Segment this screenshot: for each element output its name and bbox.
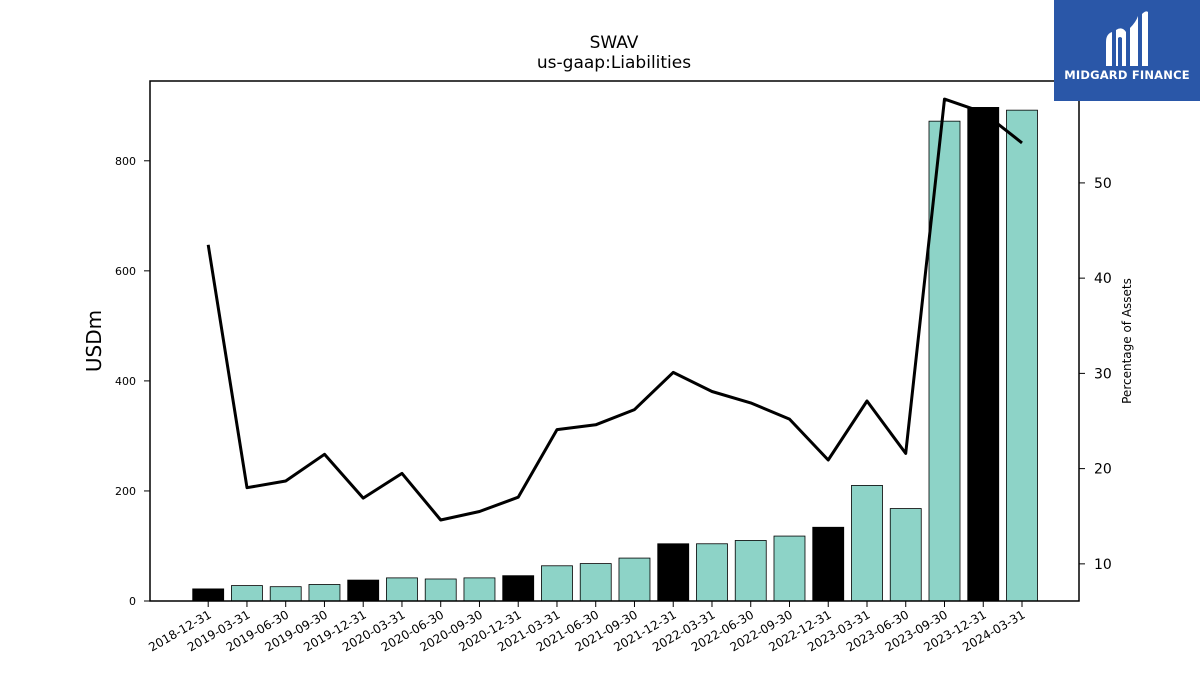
bar-2020-12-31 [502,575,535,602]
bar-2020-06-30 [424,578,457,602]
y-tick-label: 600 [115,265,136,278]
bar-2018-12-31 [192,588,225,602]
bar-2022-06-30 [734,540,767,602]
midgard-logo-icon [1106,11,1148,67]
y2-axis-ticks: 10 20 30 40 50 [1079,176,1112,573]
bar-2019-12-31 [347,579,380,602]
y2-tick-label: 10 [1094,557,1112,573]
logo-text: MIDGARD FINANCE [1064,68,1190,82]
bar-2022-03-31 [696,543,728,602]
bar-2023-03-31 [851,485,883,602]
y2-tick-label: 30 [1094,366,1112,382]
y-tick-label: 0 [129,595,136,608]
y2-tick-label: 40 [1094,271,1112,287]
bars-group [192,107,1038,602]
brand-logo: MIDGARD FINANCE [1054,0,1200,101]
y2-tick-label: 50 [1094,176,1112,192]
chart-title: SWAV [590,33,639,53]
bar-2020-09-30 [463,577,496,602]
y-axis-label: USDm [82,310,106,372]
bar-2024-03-31 [1006,109,1038,602]
bar-2023-12-31 [967,107,1000,602]
line-series [206,97,1023,522]
bar-2019-09-30 [308,584,341,602]
y-tick-label: 200 [115,485,136,498]
bar-2021-12-31 [657,543,690,602]
bar-2020-03-31 [386,577,418,602]
bar-2021-09-30 [618,557,651,602]
y-tick-label: 400 [115,375,136,388]
y2-tick-label: 20 [1094,462,1112,478]
y2-axis-label: Percentage of Assets [1120,278,1134,404]
bar-2021-03-31 [541,565,573,602]
bar-2019-03-31 [231,585,263,602]
y-axis-ticks: 0 200 400 600 800 [115,155,150,608]
bar-2021-06-30 [579,563,612,602]
bar-2023-06-30 [889,508,922,602]
line-group [206,97,1023,522]
bar-2019-06-30 [269,586,302,602]
plot-frame [149,80,1080,602]
bar-2022-09-30 [773,535,806,602]
x-axis-ticks: 2018-12-312019-03-312019-06-302019-09-30… [146,601,1028,654]
y-tick-label: 800 [115,155,136,168]
chart-subtitle: us-gaap:Liabilities [537,53,691,73]
bar-2022-12-31 [812,526,845,602]
